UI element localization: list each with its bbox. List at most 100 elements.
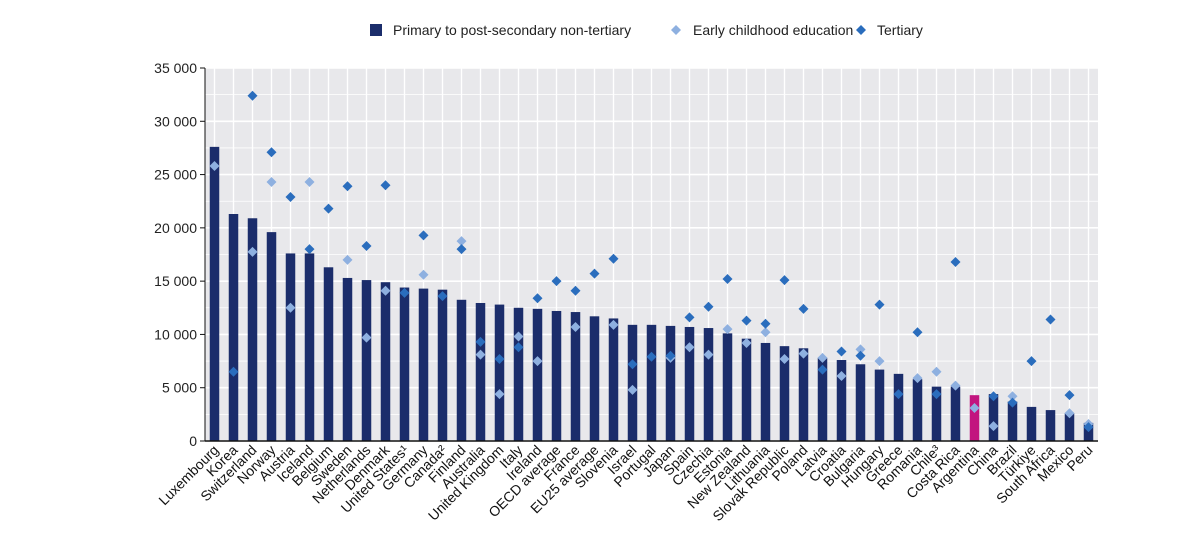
point-tertiary xyxy=(1083,422,1094,433)
point-tertiary xyxy=(931,389,942,400)
point-early-childhood xyxy=(912,373,923,384)
point-tertiary xyxy=(779,275,790,286)
point-tertiary xyxy=(950,256,961,267)
legend-label-primary: Primary to post-secondary non-tertiary xyxy=(393,22,631,38)
bar-costa-rica xyxy=(950,386,961,441)
point-early-childhood xyxy=(418,269,429,280)
point-early-childhood xyxy=(266,177,277,188)
bar-romania xyxy=(912,379,923,441)
point-tertiary xyxy=(513,342,524,353)
point-tertiary xyxy=(475,336,486,347)
point-early-childhood xyxy=(817,352,828,363)
point-tertiary xyxy=(1007,397,1018,408)
y-tick-label: 0 xyxy=(189,433,197,449)
point-tertiary xyxy=(361,240,372,251)
point-tertiary xyxy=(399,287,410,298)
point-tertiary xyxy=(741,315,752,326)
point-tertiary xyxy=(608,253,619,264)
bar-germany xyxy=(418,288,429,441)
bar-croatia xyxy=(836,360,847,441)
bar-t-rkiye xyxy=(1026,406,1037,441)
bar-japan xyxy=(665,325,676,441)
point-tertiary xyxy=(532,293,543,304)
bar-france xyxy=(570,312,581,441)
legend-diamond-early-childhood xyxy=(671,25,681,35)
bar-australia xyxy=(475,302,486,441)
point-tertiary xyxy=(1026,356,1037,367)
point-early-childhood xyxy=(285,302,296,313)
bar-estonia xyxy=(722,333,733,441)
point-tertiary xyxy=(684,312,695,323)
point-tertiary xyxy=(646,351,657,362)
point-tertiary xyxy=(855,350,866,361)
point-early-childhood xyxy=(1007,391,1018,402)
point-early-childhood xyxy=(874,356,885,367)
legend-label-tertiary: Tertiary xyxy=(877,22,923,38)
point-early-childhood xyxy=(684,342,695,353)
point-early-childhood xyxy=(855,344,866,355)
point-tertiary xyxy=(323,203,334,214)
bar-netherlands xyxy=(361,280,372,441)
point-tertiary xyxy=(570,285,581,296)
point-tertiary xyxy=(285,191,296,202)
point-early-childhood xyxy=(836,370,847,381)
point-early-childhood xyxy=(798,348,809,359)
legend-diamond-tertiary xyxy=(856,25,866,35)
bar-norway xyxy=(266,232,277,441)
bar-eu25-average xyxy=(589,316,600,441)
bar-italy xyxy=(513,307,524,441)
y-tick-label: 30 000 xyxy=(154,113,197,129)
legend-swatch-primary xyxy=(370,24,382,36)
bar-south-africa xyxy=(1045,410,1056,441)
bar-china xyxy=(988,394,999,441)
bar-sweden xyxy=(342,277,353,441)
point-early-childhood xyxy=(342,254,353,265)
point-early-childhood xyxy=(304,177,315,188)
legend: Primary to post-secondary non-tertiary E… xyxy=(370,22,923,38)
point-early-childhood xyxy=(247,246,258,257)
point-early-childhood xyxy=(608,319,619,330)
point-early-childhood xyxy=(931,366,942,377)
bar-greece xyxy=(893,373,904,441)
bar-iceland xyxy=(304,253,315,441)
bar-denmark xyxy=(380,282,391,441)
point-early-childhood xyxy=(988,421,999,432)
bar-lithuania xyxy=(760,342,771,441)
point-tertiary xyxy=(627,359,638,370)
bar-argentina xyxy=(969,395,980,441)
y-tick-label: 35 000 xyxy=(154,60,197,76)
point-early-childhood xyxy=(209,161,220,172)
bar-korea xyxy=(228,214,239,441)
point-early-childhood xyxy=(532,356,543,367)
point-early-childhood xyxy=(570,321,581,332)
point-tertiary xyxy=(437,291,448,302)
bar-oecd-average xyxy=(551,310,562,441)
bar-slovenia xyxy=(608,318,619,441)
bar-mexico xyxy=(1064,413,1075,441)
bar-chile- xyxy=(931,386,942,441)
bar-new-zealand xyxy=(741,338,752,441)
legend-label-early-childhood: Early childhood education xyxy=(693,22,853,38)
point-tertiary xyxy=(703,301,714,312)
point-tertiary xyxy=(1064,390,1075,401)
point-early-childhood xyxy=(722,324,733,335)
bar-ireland xyxy=(532,308,543,441)
point-tertiary xyxy=(665,350,676,361)
bar-czechia xyxy=(703,328,714,441)
y-tick-label: 5 000 xyxy=(162,380,197,396)
point-early-childhood xyxy=(456,236,467,247)
bar-slovak-republic xyxy=(779,346,790,441)
point-early-childhood xyxy=(361,332,372,343)
point-early-childhood xyxy=(703,349,714,360)
point-tertiary xyxy=(722,274,733,285)
point-early-childhood xyxy=(741,337,752,348)
x-axis: LuxembourgKoreaSwitzerlandNorwayAustriaI… xyxy=(155,440,1098,524)
bar-belgium xyxy=(323,267,334,441)
point-tertiary xyxy=(760,318,771,329)
y-tick-label: 25 000 xyxy=(154,167,197,183)
bar-switzerland xyxy=(247,218,258,441)
point-tertiary xyxy=(874,299,885,310)
point-early-childhood xyxy=(950,380,961,391)
point-early-childhood xyxy=(779,353,790,364)
